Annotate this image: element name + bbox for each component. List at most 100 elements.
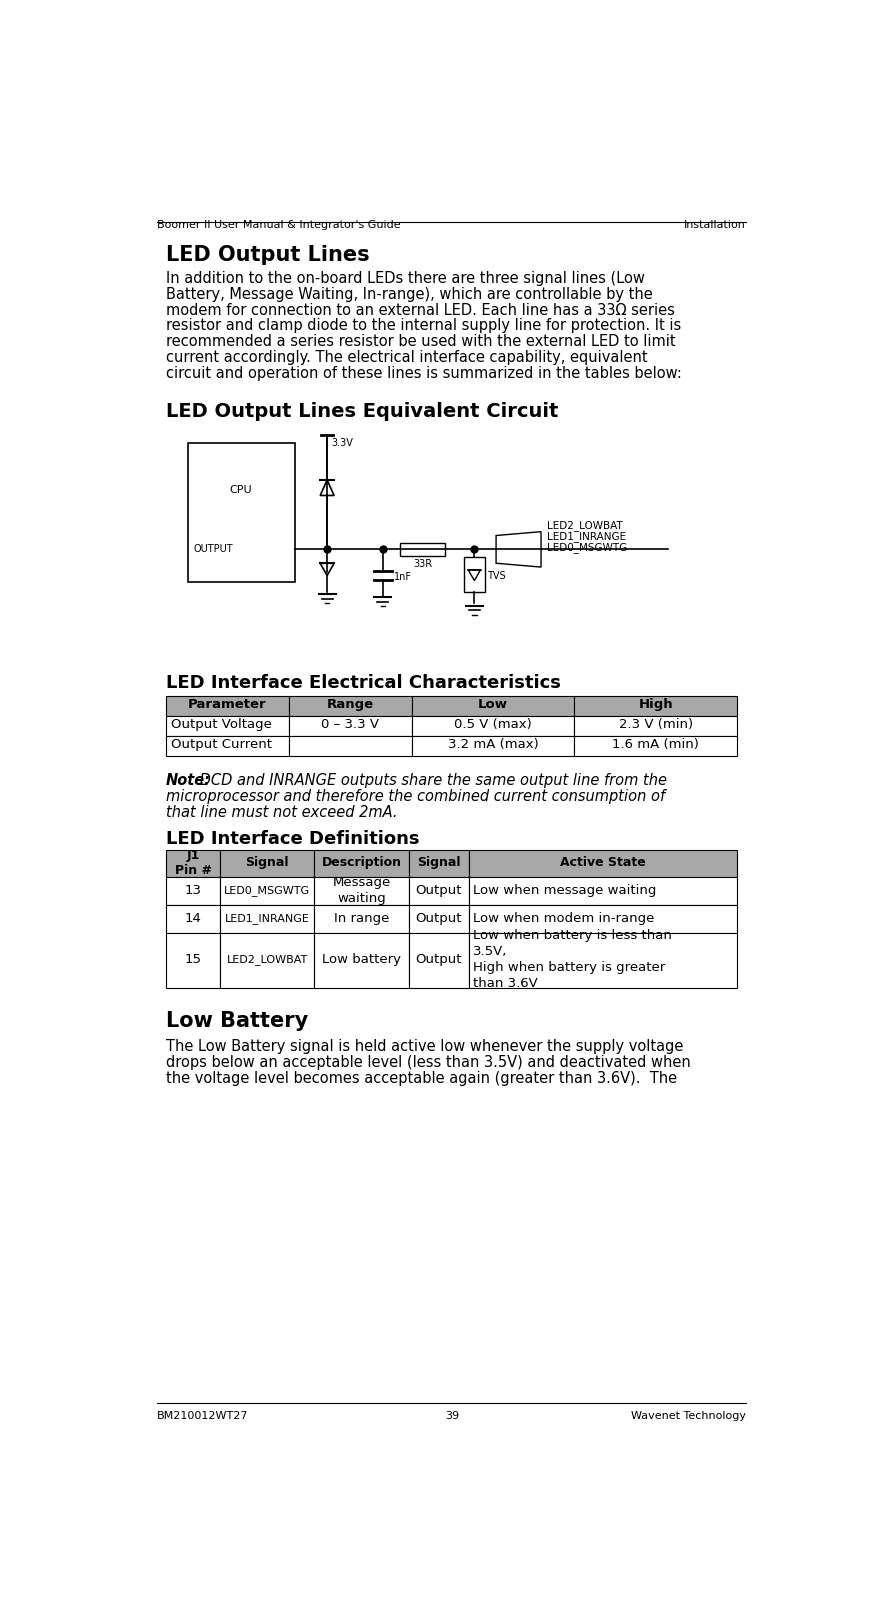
Polygon shape: [320, 480, 334, 496]
Text: DCD and INRANGE outputs share the same output line from the: DCD and INRANGE outputs share the same o…: [196, 773, 668, 788]
Bar: [220, 905, 315, 934]
Text: resistor and clamp diode to the internal supply line for protection. It is: resistor and clamp diode to the internal…: [166, 318, 681, 334]
Text: Boomer II User Manual & Integrator's Guide: Boomer II User Manual & Integrator's Gui…: [157, 220, 400, 231]
Text: Signal: Signal: [246, 857, 289, 869]
Text: LED Interface Definitions: LED Interface Definitions: [166, 829, 419, 847]
Bar: [315, 905, 409, 934]
Text: LED Output Lines Equivalent Circuit: LED Output Lines Equivalent Circuit: [166, 401, 559, 420]
Bar: [315, 877, 409, 905]
Text: Message
waiting: Message waiting: [332, 876, 390, 905]
Text: Low when modem in-range: Low when modem in-range: [473, 911, 655, 924]
Text: Description: Description: [322, 857, 402, 869]
Text: Output Voltage: Output Voltage: [171, 719, 271, 731]
Polygon shape: [496, 531, 541, 568]
Bar: [220, 934, 315, 988]
Text: LED0_MSGWTG: LED0_MSGWTG: [547, 542, 627, 553]
Bar: [409, 934, 469, 988]
Text: LED Output Lines: LED Output Lines: [166, 245, 369, 265]
Bar: [166, 736, 289, 755]
Bar: [166, 905, 220, 934]
Bar: [289, 715, 411, 736]
Text: LED1_INRANGE: LED1_INRANGE: [547, 531, 626, 542]
Text: 0.5 V (max): 0.5 V (max): [454, 719, 532, 731]
Text: In range: In range: [334, 911, 389, 924]
Text: Low: Low: [478, 698, 508, 712]
Polygon shape: [320, 563, 334, 576]
Text: 15: 15: [184, 953, 202, 966]
Text: microprocessor and therefore the combined current consumption of: microprocessor and therefore the combine…: [166, 789, 665, 804]
Bar: [574, 715, 737, 736]
Text: CPU: CPU: [230, 486, 253, 496]
Text: Parameter: Parameter: [188, 698, 267, 712]
Bar: [220, 850, 315, 877]
Bar: [469, 905, 737, 934]
Text: the voltage level becomes acceptable again (greater than 3.6V).  The: the voltage level becomes acceptable aga…: [166, 1071, 677, 1086]
Text: 3.2 mA (max): 3.2 mA (max): [448, 738, 538, 751]
Bar: [166, 715, 289, 736]
Text: Output: Output: [416, 911, 462, 924]
Text: BM210012WT27: BM210012WT27: [157, 1410, 248, 1421]
Bar: [289, 696, 411, 715]
Bar: [469, 877, 737, 905]
Text: Note:: Note:: [166, 773, 211, 788]
Bar: [409, 877, 469, 905]
Text: LED Interface Electrical Characteristics: LED Interface Electrical Characteristics: [166, 674, 561, 691]
Text: The Low Battery signal is held active low whenever the supply voltage: The Low Battery signal is held active lo…: [166, 1039, 684, 1054]
Text: Installation: Installation: [684, 220, 745, 231]
Polygon shape: [468, 569, 480, 581]
Bar: [409, 905, 469, 934]
Bar: [411, 696, 574, 715]
Text: Low when message waiting: Low when message waiting: [473, 884, 656, 897]
Bar: [166, 696, 289, 715]
Text: 3.3V: 3.3V: [332, 438, 353, 449]
Bar: [315, 850, 409, 877]
Text: OUTPUT: OUTPUT: [194, 544, 233, 555]
Bar: [289, 736, 411, 755]
Text: TVS: TVS: [487, 571, 506, 581]
Text: Wavenet Technology: Wavenet Technology: [631, 1410, 745, 1421]
Bar: [574, 696, 737, 715]
Text: that line must not exceed 2mA.: that line must not exceed 2mA.: [166, 805, 397, 820]
Text: 39: 39: [445, 1410, 459, 1421]
Text: Low battery: Low battery: [322, 953, 401, 966]
Text: High: High: [639, 698, 673, 712]
Text: LED0_MSGWTG: LED0_MSGWTG: [225, 885, 310, 897]
Bar: [400, 544, 445, 555]
Text: 2.3 V (min): 2.3 V (min): [618, 719, 692, 731]
Text: J1
Pin #: J1 Pin #: [174, 849, 211, 877]
Text: Low Battery: Low Battery: [166, 1012, 308, 1031]
Text: Low when battery is less than
3.5V,
High when battery is greater
than 3.6V: Low when battery is less than 3.5V, High…: [473, 929, 672, 990]
Text: circuit and operation of these lines is summarized in the tables below:: circuit and operation of these lines is …: [166, 366, 682, 380]
Text: Output Current: Output Current: [171, 738, 271, 751]
Bar: [220, 877, 315, 905]
Text: 1.6 mA (min): 1.6 mA (min): [612, 738, 700, 751]
Bar: [315, 934, 409, 988]
Bar: [166, 877, 220, 905]
Text: LED1_INRANGE: LED1_INRANGE: [225, 913, 310, 924]
Text: 0 – 3.3 V: 0 – 3.3 V: [322, 719, 379, 731]
Text: In addition to the on-board LEDs there are three signal lines (Low: In addition to the on-board LEDs there a…: [166, 271, 645, 286]
Text: Battery, Message Waiting, In-range), which are controllable by the: Battery, Message Waiting, In-range), whi…: [166, 287, 653, 302]
Text: drops below an acceptable level (less than 3.5V) and deactivated when: drops below an acceptable level (less th…: [166, 1055, 691, 1070]
Bar: [166, 934, 220, 988]
Text: 33R: 33R: [413, 558, 432, 568]
Bar: [188, 443, 294, 582]
Text: Output: Output: [416, 953, 462, 966]
Bar: [411, 715, 574, 736]
Text: Range: Range: [327, 698, 374, 712]
Bar: [574, 736, 737, 755]
Text: Signal: Signal: [417, 857, 461, 869]
Bar: [463, 557, 485, 592]
Text: modem for connection to an external LED. Each line has a 33Ω series: modem for connection to an external LED.…: [166, 303, 675, 318]
Text: LED2_LOWBAT: LED2_LOWBAT: [547, 520, 623, 531]
Text: Active State: Active State: [560, 857, 646, 869]
Text: Output: Output: [416, 884, 462, 897]
Bar: [409, 850, 469, 877]
Bar: [166, 850, 220, 877]
Bar: [469, 934, 737, 988]
Text: recommended a series resistor be used with the external LED to limit: recommended a series resistor be used wi…: [166, 334, 676, 350]
Bar: [411, 736, 574, 755]
Text: 1nF: 1nF: [394, 573, 411, 582]
Text: current accordingly. The electrical interface capability, equivalent: current accordingly. The electrical inte…: [166, 350, 648, 366]
Text: 13: 13: [184, 884, 202, 897]
